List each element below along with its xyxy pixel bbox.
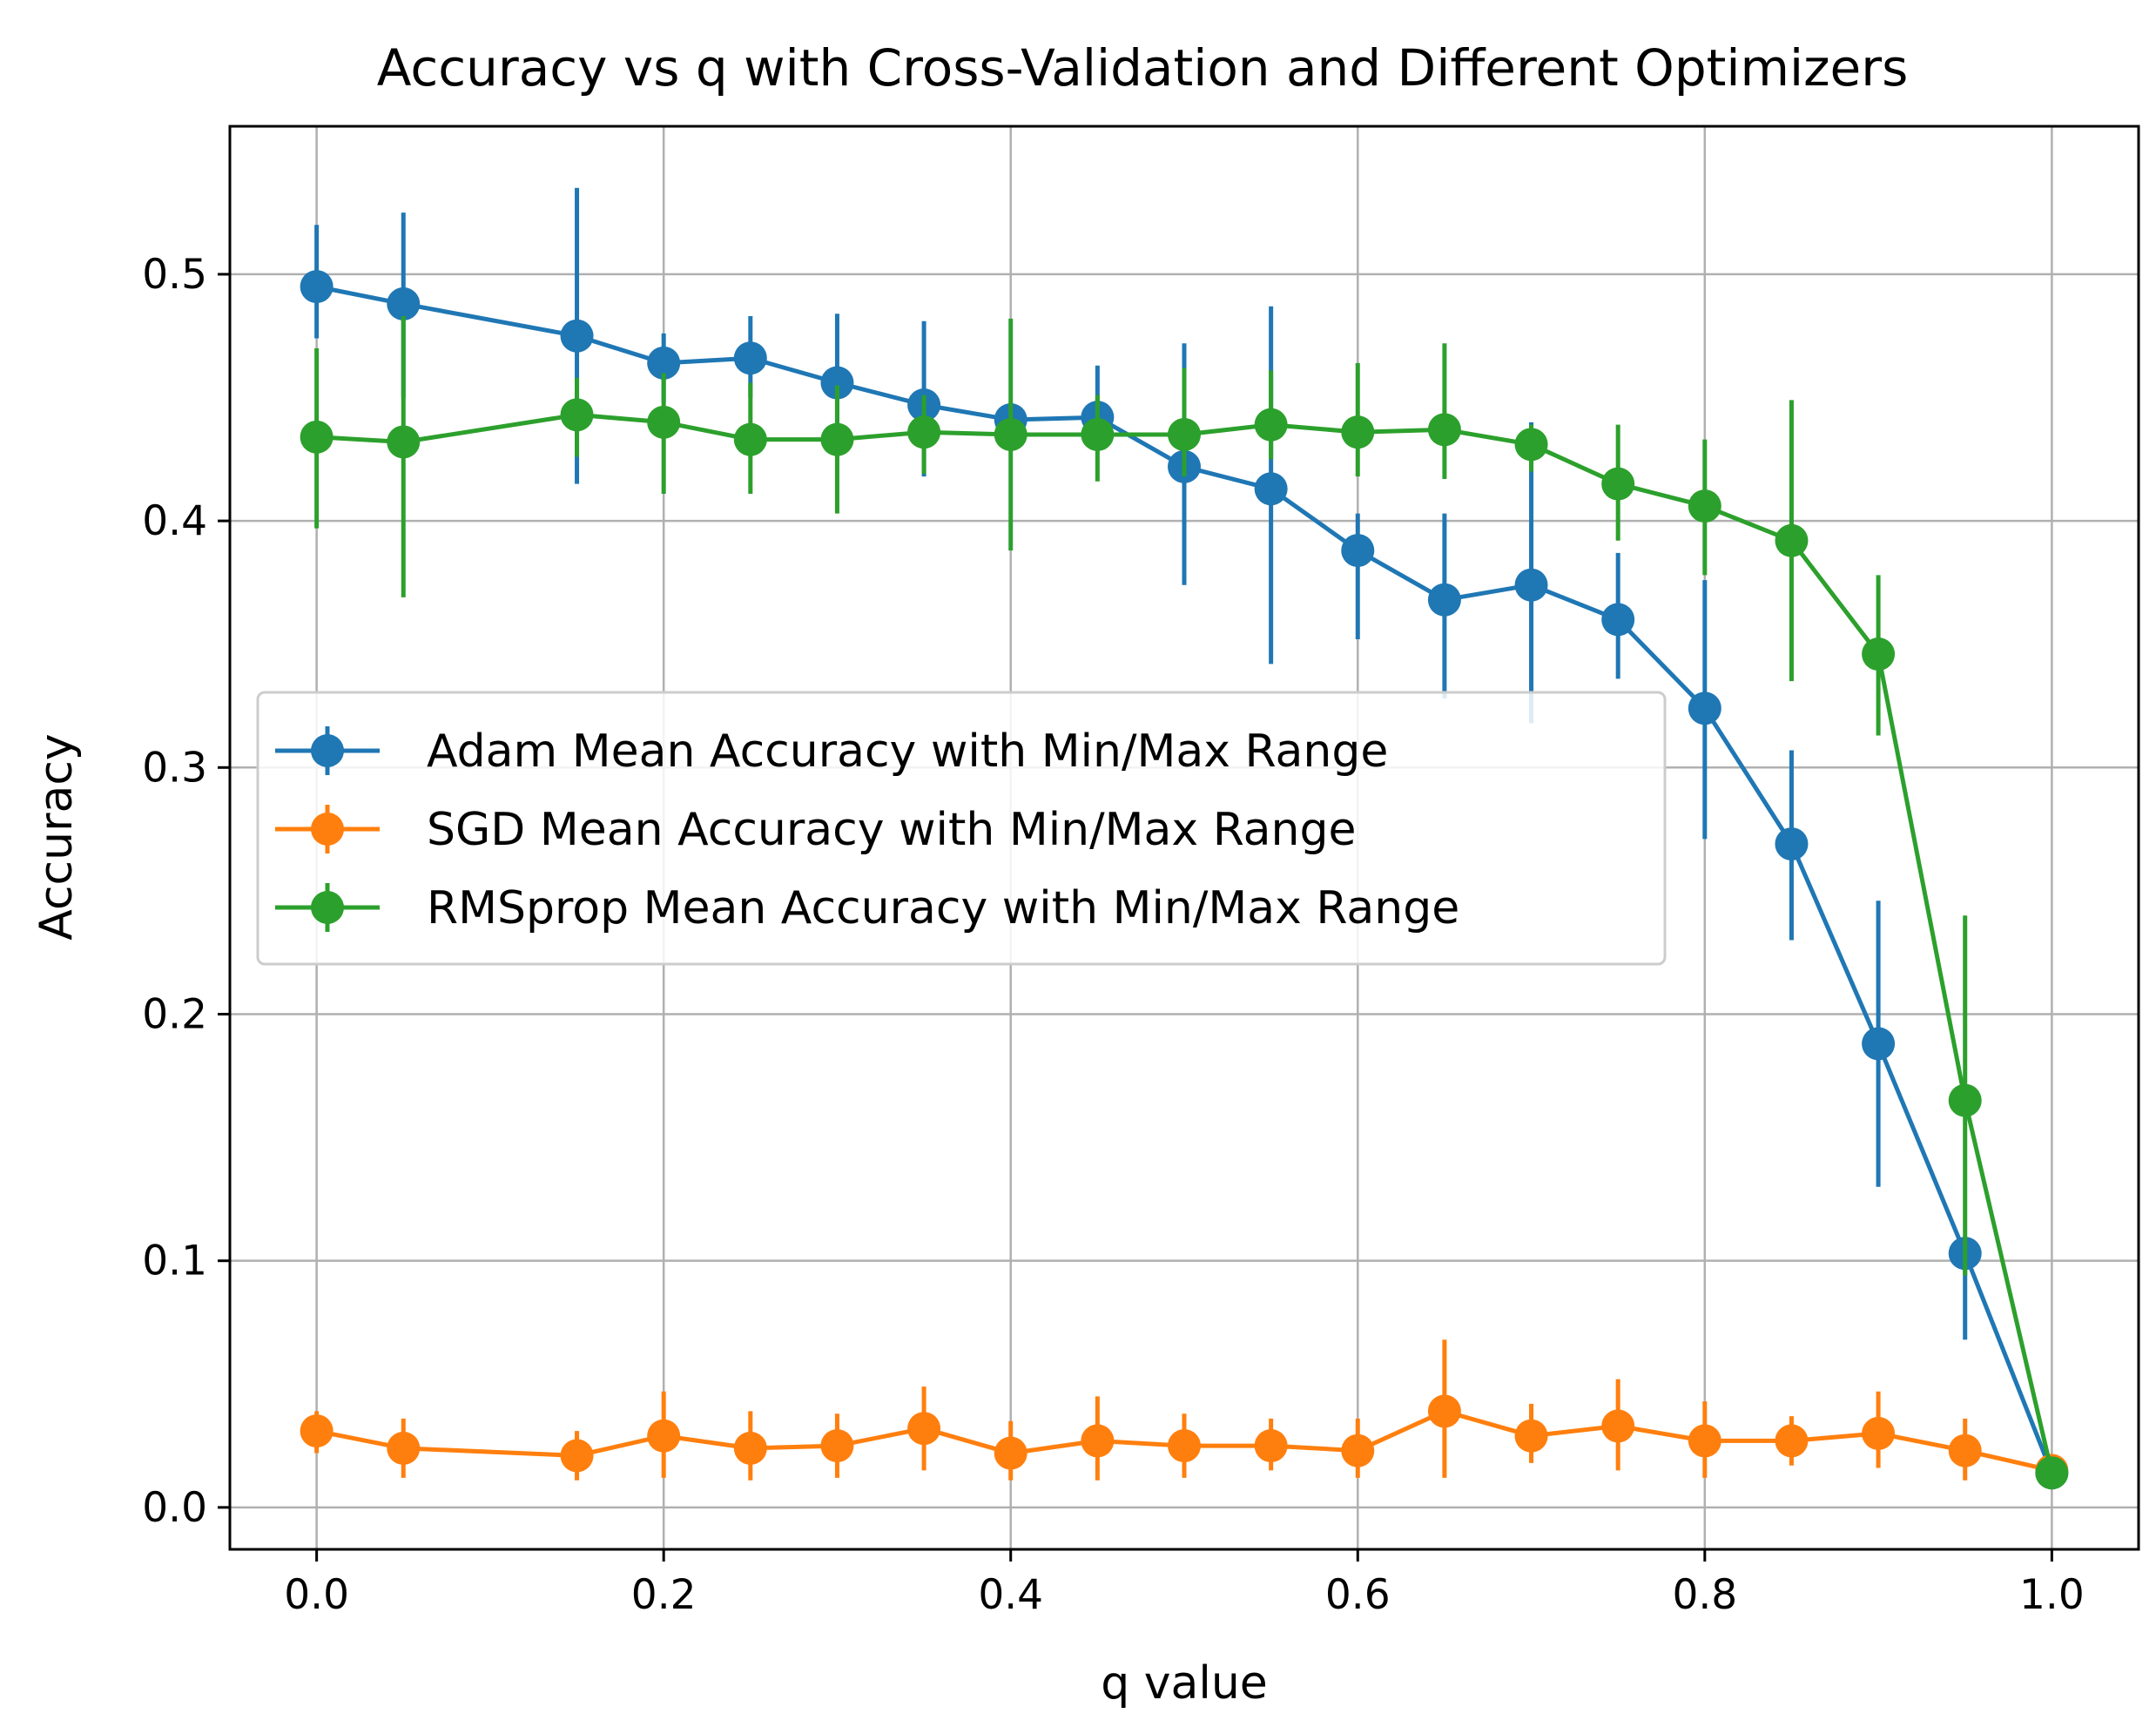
- legend-label: RMSprop Mean Accuracy with Min/Max Range: [427, 882, 1459, 934]
- legend: Adam Mean Accuracy with Min/Max Range SGD…: [256, 691, 1667, 966]
- data-point: [1775, 1424, 1809, 1458]
- data-point: [1601, 1409, 1635, 1443]
- data-point: [733, 422, 767, 456]
- legend-entry: SGD Mean Accuracy with Min/Max Range: [275, 804, 1357, 856]
- data-point: [733, 341, 767, 375]
- data-point: [387, 287, 421, 320]
- data-point: [560, 1439, 594, 1473]
- y-tick-label: 0.2: [142, 990, 207, 1038]
- y-tick-label: 0.4: [142, 497, 207, 545]
- data-point: [1862, 638, 1896, 671]
- legend-entry: Adam Mean Accuracy with Min/Max Range: [275, 725, 1388, 778]
- legend-marker: [311, 891, 344, 924]
- data-point: [647, 405, 681, 439]
- legend-marker: [311, 813, 344, 846]
- data-point: [1427, 413, 1461, 447]
- data-point: [560, 319, 594, 353]
- data-point: [1862, 1027, 1896, 1061]
- data-point: [994, 417, 1027, 451]
- data-point: [1862, 1416, 1896, 1450]
- data-point: [994, 1436, 1027, 1470]
- data-point: [1601, 603, 1635, 637]
- data-point: [1601, 467, 1635, 501]
- series: [300, 1339, 2069, 1488]
- data-point: [560, 398, 594, 432]
- x-tick-label: 0.0: [284, 1571, 349, 1619]
- data-point: [1948, 1434, 1982, 1467]
- data-point: [1341, 1434, 1375, 1467]
- legend-entry: RMSprop Mean Accuracy with Min/Max Range: [275, 882, 1459, 934]
- x-tick-label: 0.6: [1325, 1571, 1391, 1619]
- data-point: [1514, 568, 1548, 602]
- data-point: [1775, 523, 1809, 557]
- data-point: [820, 422, 854, 456]
- data-point: [300, 420, 334, 454]
- y-axis-label: Accuracy: [30, 733, 83, 940]
- data-point: [1427, 583, 1461, 617]
- x-tick-label: 0.4: [978, 1571, 1043, 1619]
- series-layer: [300, 187, 2069, 1490]
- legend-label: SGD Mean Accuracy with Min/Max Range: [427, 804, 1357, 856]
- data-point: [1948, 1083, 1982, 1117]
- data-point: [1254, 472, 1288, 506]
- data-point: [1688, 489, 1721, 523]
- data-point: [1254, 1429, 1288, 1463]
- data-point: [907, 415, 941, 449]
- data-point: [387, 425, 421, 459]
- data-point: [1168, 1429, 1201, 1463]
- data-point: [647, 1419, 681, 1453]
- ticks: 0.0 0.2 0.4 0.6 0.8 1.0 0.0 0.1 0.2 0.3 0.4 0.5: [142, 251, 2084, 1619]
- series: [300, 316, 2069, 1490]
- data-point: [820, 366, 854, 400]
- data-point: [1254, 408, 1288, 442]
- x-tick-label: 1.0: [2019, 1571, 2085, 1619]
- y-tick-label: 0.0: [142, 1484, 207, 1532]
- data-point: [733, 1431, 767, 1465]
- x-axis-label: q value: [1101, 1657, 1268, 1710]
- data-point: [1341, 415, 1375, 449]
- data-point: [907, 1412, 941, 1446]
- data-point: [1081, 1424, 1115, 1458]
- data-point: [1775, 827, 1809, 861]
- data-point: [647, 346, 681, 380]
- y-tick-label: 0.1: [142, 1238, 207, 1285]
- data-point: [1427, 1394, 1461, 1428]
- data-point: [1514, 1419, 1548, 1453]
- legend-marker: [311, 734, 344, 767]
- data-point: [1168, 417, 1201, 451]
- data-point: [1514, 428, 1548, 462]
- data-point: [300, 1414, 334, 1448]
- data-point: [1688, 1424, 1721, 1458]
- data-point: [1688, 691, 1721, 725]
- legend-box: [256, 691, 1667, 966]
- chart-title: Accuracy vs q with Cross-Validation and …: [377, 38, 1909, 98]
- data-point: [2035, 1456, 2069, 1490]
- data-point: [1341, 534, 1375, 568]
- x-tick-label: 0.2: [631, 1571, 697, 1619]
- data-point: [1081, 417, 1115, 451]
- y-tick-label: 0.5: [142, 251, 207, 299]
- plot-frame: [228, 125, 2140, 1551]
- data-point: [300, 270, 334, 304]
- data-point: [387, 1431, 421, 1465]
- x-tick-label: 0.8: [1672, 1571, 1737, 1619]
- legend-label: Adam Mean Accuracy with Min/Max Range: [427, 725, 1388, 778]
- y-tick-label: 0.3: [142, 744, 207, 792]
- data-point: [820, 1429, 854, 1463]
